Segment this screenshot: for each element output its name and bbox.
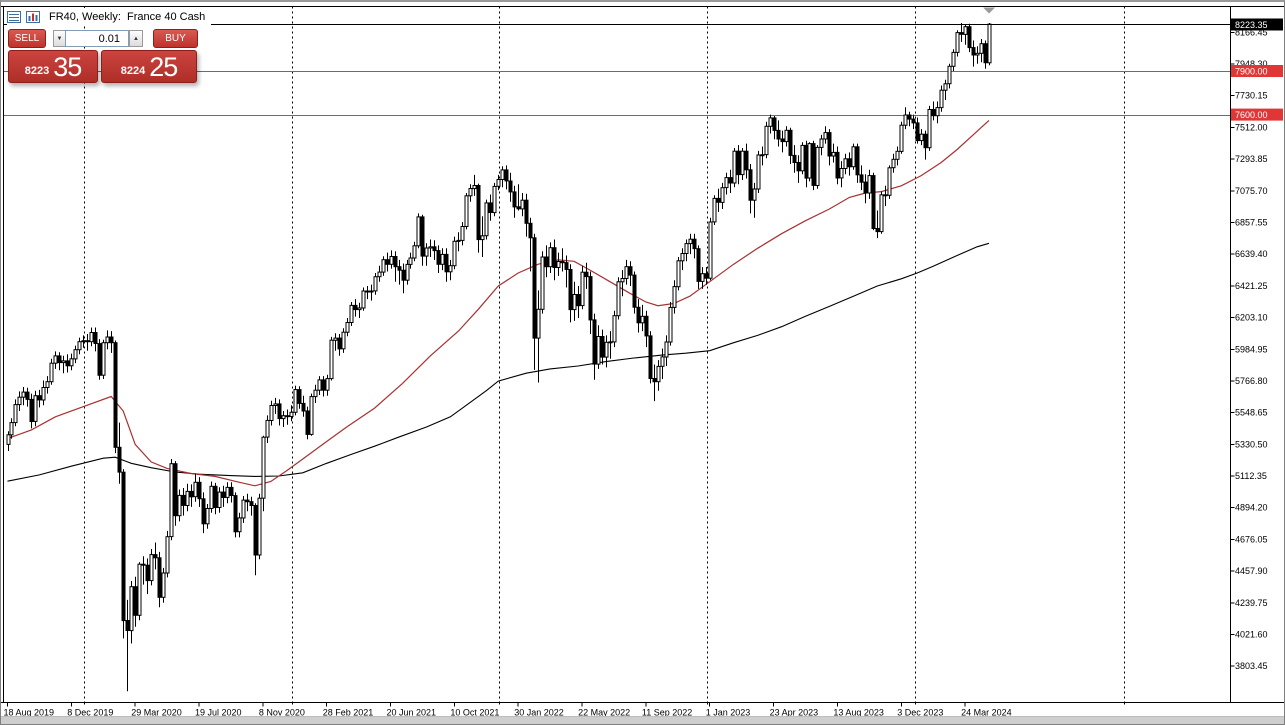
volume-input[interactable] <box>65 30 129 47</box>
date-tick-label: 10 Oct 2021 <box>450 708 499 718</box>
price-level-label <box>1231 108 1283 121</box>
price-tick-label: 6421.25 <box>1235 281 1268 291</box>
date-tick-label: 23 Apr 2023 <box>770 708 819 718</box>
chart-title: FR40, Weekly: France 40 Cash <box>49 11 206 23</box>
buy-price-prefix: 8224 <box>120 65 146 77</box>
price-tick-label: 7293.85 <box>1235 154 1268 164</box>
price-level-lines <box>3 70 1231 117</box>
bar-chart-icon <box>26 10 41 24</box>
price-tick-label: 4676.05 <box>1235 534 1268 544</box>
svg-text:7600.00: 7600.00 <box>1235 110 1268 120</box>
current-price-label <box>1231 18 1283 31</box>
price-tick-label: 4239.75 <box>1235 598 1268 608</box>
date-tick-label: 20 Jun 2021 <box>387 708 437 718</box>
date-tick-label: 30 Jan 2022 <box>514 708 564 718</box>
date-tick-label: 13 Aug 2023 <box>833 708 884 718</box>
date-tick-label: 8 Dec 2019 <box>67 708 113 718</box>
price-tick-label: 8166.45 <box>1235 27 1268 37</box>
date-tick-label: 3 Dec 2023 <box>897 708 943 718</box>
date-tick-label: 19 Jul 2020 <box>195 708 242 718</box>
one-click-trading-panel: SELL ▼ ▲ BUY 8223 35 8224 25 <box>8 29 198 84</box>
window-bottom-edge <box>1 716 1284 724</box>
sell-price-prefix: 8223 <box>24 65 50 77</box>
date-tick-label: 1 Jan 2023 <box>706 708 751 718</box>
sell-price-button[interactable]: 8223 35 <box>8 50 98 83</box>
price-tick-label: 3803.45 <box>1235 661 1268 671</box>
date-tick-label: 11 Sep 2022 <box>642 708 692 718</box>
date-tick-label: 18 Aug 2019 <box>4 708 55 718</box>
volume-increase-button[interactable]: ▲ <box>129 30 143 47</box>
price-tick-label: 6639.40 <box>1235 249 1268 259</box>
buy-button[interactable]: BUY <box>153 29 198 48</box>
price-tick-label: 5548.65 <box>1235 408 1268 418</box>
price-tick-label: 7512.00 <box>1235 122 1268 132</box>
sell-button[interactable]: SELL <box>8 29 46 48</box>
trade-prices-row: 8223 35 8224 25 <box>8 50 198 84</box>
price-tick-label: 7730.15 <box>1235 91 1268 101</box>
price-tick-label: 7948.30 <box>1235 59 1268 69</box>
price-tick-label: 6857.55 <box>1235 218 1268 228</box>
price-axis[interactable] <box>1230 31 1235 667</box>
svg-text:7900.00: 7900.00 <box>1235 67 1268 77</box>
date-tick-label: 22 May 2022 <box>578 708 630 718</box>
sell-price-big: 35 <box>53 52 82 83</box>
price-tick-label: 4894.20 <box>1235 503 1268 513</box>
chart-title-bar: FR40, Weekly: France 40 Cash <box>7 8 212 26</box>
buy-price-big: 25 <box>149 52 178 83</box>
date-tick-label: 24 Mar 2024 <box>961 708 1012 718</box>
price-tick-label: 6203.10 <box>1235 313 1268 323</box>
price-tick-label: 5766.80 <box>1235 376 1268 386</box>
date-tick-label: 8 Nov 2020 <box>259 708 305 718</box>
svg-text:8223.35: 8223.35 <box>1235 20 1268 30</box>
date-tick-label: 29 Mar 2020 <box>131 708 182 718</box>
trade-controls-row: SELL ▼ ▲ BUY <box>8 29 198 48</box>
price-tick-label: 4457.90 <box>1235 566 1268 576</box>
chart-frame <box>1 6 1284 703</box>
price-level-label <box>1231 65 1283 77</box>
price-tick-label: 7075.70 <box>1235 186 1268 196</box>
candles-layer <box>6 23 992 692</box>
buy-price-button[interactable]: 8224 25 <box>101 50 197 83</box>
date-tick-label: 28 Feb 2021 <box>323 708 374 718</box>
time-axis[interactable] <box>7 702 966 707</box>
chart-shift-marker <box>983 7 996 14</box>
quotes-table-icon <box>7 10 22 24</box>
price-tick-label: 5112.35 <box>1235 471 1267 481</box>
price-tick-label: 4021.60 <box>1235 630 1268 640</box>
price-tick-label: 5330.50 <box>1235 439 1268 449</box>
price-tick-label: 5984.95 <box>1235 344 1268 354</box>
